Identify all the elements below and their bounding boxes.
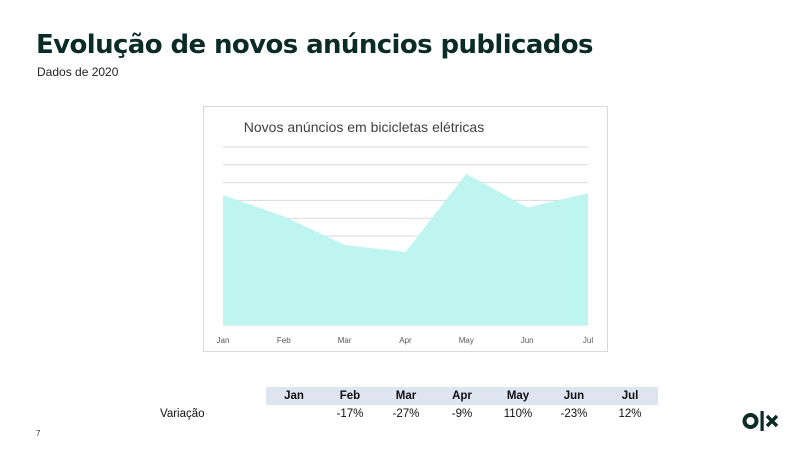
column-header: Jun	[546, 387, 602, 405]
x-axis-labels: Jan Feb Mar Apr May Jun Jul	[217, 336, 594, 345]
variation-table-header-row: Jan Feb Mar Apr May Jun Jul	[160, 387, 658, 405]
olx-logo	[742, 411, 779, 431]
table-cell: 12%	[618, 408, 642, 420]
x-tick-label: Jul	[583, 336, 593, 345]
table-cell: -9%	[451, 408, 473, 420]
page-title: Evolução de novos anúncios publicados	[36, 30, 594, 60]
column-header: May	[490, 387, 546, 405]
variation-table: Jan Feb Mar Apr May Jun Jul Variação -17…	[160, 387, 658, 423]
table-cell: -17%	[336, 408, 364, 420]
row-label: Variação	[160, 408, 205, 420]
table-cell: -23%	[560, 408, 588, 420]
area-series	[223, 173, 588, 325]
variation-table-row: Variação -17% -27% -9% 110% -23% 12%	[160, 405, 658, 423]
x-tick-label: May	[459, 336, 474, 345]
table-cell: -27%	[392, 408, 420, 420]
chart-title: Novos anúncios em bicicletas elétricas	[244, 119, 484, 135]
x-tick-label: Jan	[217, 336, 230, 345]
x-tick-label: Mar	[338, 336, 352, 345]
column-header: Jul	[602, 387, 658, 405]
table-cell: 110%	[503, 408, 533, 420]
page-subtitle: Dados de 2020	[37, 65, 119, 79]
column-header: Feb	[322, 387, 378, 405]
header-blank-cell	[160, 387, 266, 405]
x-tick-label: Feb	[277, 336, 291, 345]
logo-o-shape	[742, 413, 759, 429]
logo-x-shape	[765, 414, 779, 428]
x-tick-label: Jun	[521, 336, 534, 345]
logo-l-shape	[760, 411, 764, 431]
area-chart: Novos anúncios em bicicletas elétricas J…	[203, 106, 608, 352]
table-cell	[266, 405, 322, 423]
column-header: Mar	[378, 387, 434, 405]
x-tick-label: Apr	[399, 336, 412, 345]
column-header: Apr	[434, 387, 490, 405]
chart-svg: Novos anúncios em bicicletas elétricas J…	[217, 119, 594, 345]
column-header: Jan	[266, 387, 322, 405]
page-number: 7	[36, 429, 41, 438]
